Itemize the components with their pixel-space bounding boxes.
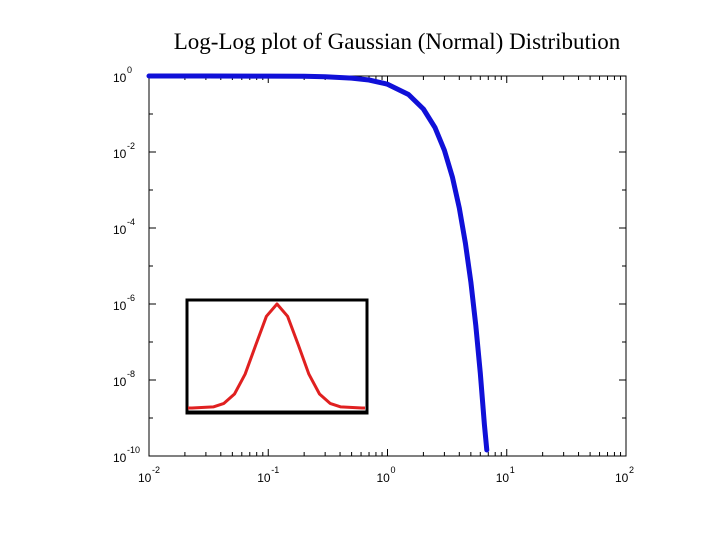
x-tick-label: 10 xyxy=(138,471,152,485)
y-tick-label: 10 xyxy=(113,451,127,465)
inset-plot xyxy=(185,298,369,415)
y-tick-label: 10 xyxy=(113,223,127,237)
series-line xyxy=(146,73,490,453)
x-tick-exponent: -1 xyxy=(271,465,279,475)
y-tick-label: 10 xyxy=(113,147,127,161)
x-tick-exponent: 0 xyxy=(391,465,396,475)
y-tick-exponent: -6 xyxy=(127,293,135,303)
y-tick-exponent: -4 xyxy=(127,217,135,227)
y-tick-exponent: -8 xyxy=(127,369,135,379)
x-tick-label: 10 xyxy=(496,471,510,485)
chart-title: Log-Log plot of Gaussian (Normal) Distri… xyxy=(174,29,621,54)
y-tick-label: 10 xyxy=(113,375,127,389)
inset-gaussian-curve xyxy=(188,302,365,410)
y-tick-exponent: -2 xyxy=(127,141,135,151)
main-series xyxy=(146,73,490,453)
y-tick-exponent: 0 xyxy=(127,65,132,75)
x-tick-label: 10 xyxy=(615,471,629,485)
y-tick-label: 10 xyxy=(113,71,127,85)
y-tick-label: 10 xyxy=(113,299,127,313)
y-tick-exponent: -10 xyxy=(127,445,140,455)
inset-frame xyxy=(185,298,369,415)
x-tick-label: 10 xyxy=(377,471,391,485)
x-tick-exponent: -2 xyxy=(152,465,160,475)
x-tick-exponent: 1 xyxy=(510,465,515,475)
x-tick-label: 10 xyxy=(257,471,271,485)
x-tick-exponent: 2 xyxy=(629,465,634,475)
